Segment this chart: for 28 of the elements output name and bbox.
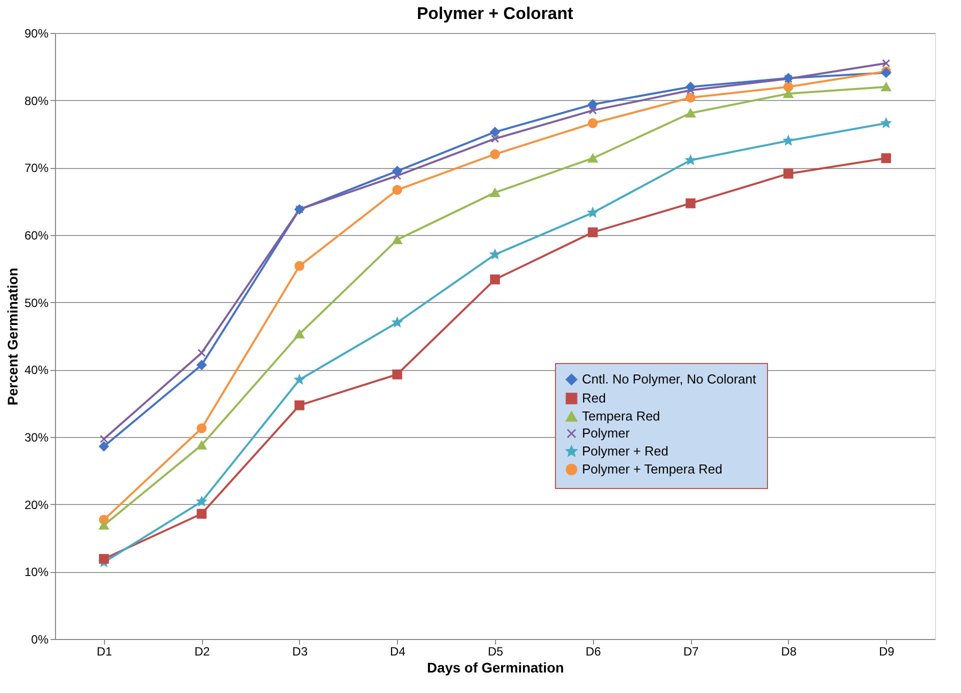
x-tick-label: D5 <box>488 644 504 658</box>
y-tick-label: 30% <box>24 430 49 444</box>
legend-label: Tempera Red <box>582 408 660 424</box>
x-tick-label: D1 <box>96 644 112 658</box>
chart-title: Polymer + Colorant <box>416 4 574 23</box>
y-tick-label: 50% <box>24 296 49 310</box>
x-tick-label: D6 <box>586 644 602 658</box>
legend-label: Cntl. No Polymer, No Colorant <box>582 372 757 386</box>
y-tick-label: 20% <box>24 498 49 512</box>
y-tick-label: 70% <box>24 161 49 176</box>
x-tick-label: D7 <box>683 644 700 658</box>
legend-label: Red <box>582 390 606 406</box>
y-tick-label: 60% <box>24 228 49 242</box>
y-axis-title: Percent Germination <box>4 268 20 406</box>
y-tick-label: 0% <box>31 632 49 646</box>
y-tick-label: 90% <box>24 26 49 40</box>
x-tick-label: D8 <box>781 644 797 658</box>
x-tick-label: D3 <box>292 644 308 658</box>
y-tick-label: 10% <box>24 565 49 580</box>
legend-label: Polymer <box>582 426 630 440</box>
y-tick-label: 40% <box>24 363 49 378</box>
x-axis-title: Days of Germination <box>427 660 564 676</box>
legend-label: Polymer + Red <box>582 444 668 458</box>
x-tick-label: D2 <box>194 644 210 658</box>
x-tick-label: D4 <box>390 644 406 658</box>
legend-label: Polymer + Tempera Red <box>582 462 722 476</box>
x-tick-label: D9 <box>878 644 895 658</box>
y-tick-label: 80% <box>24 94 49 108</box>
